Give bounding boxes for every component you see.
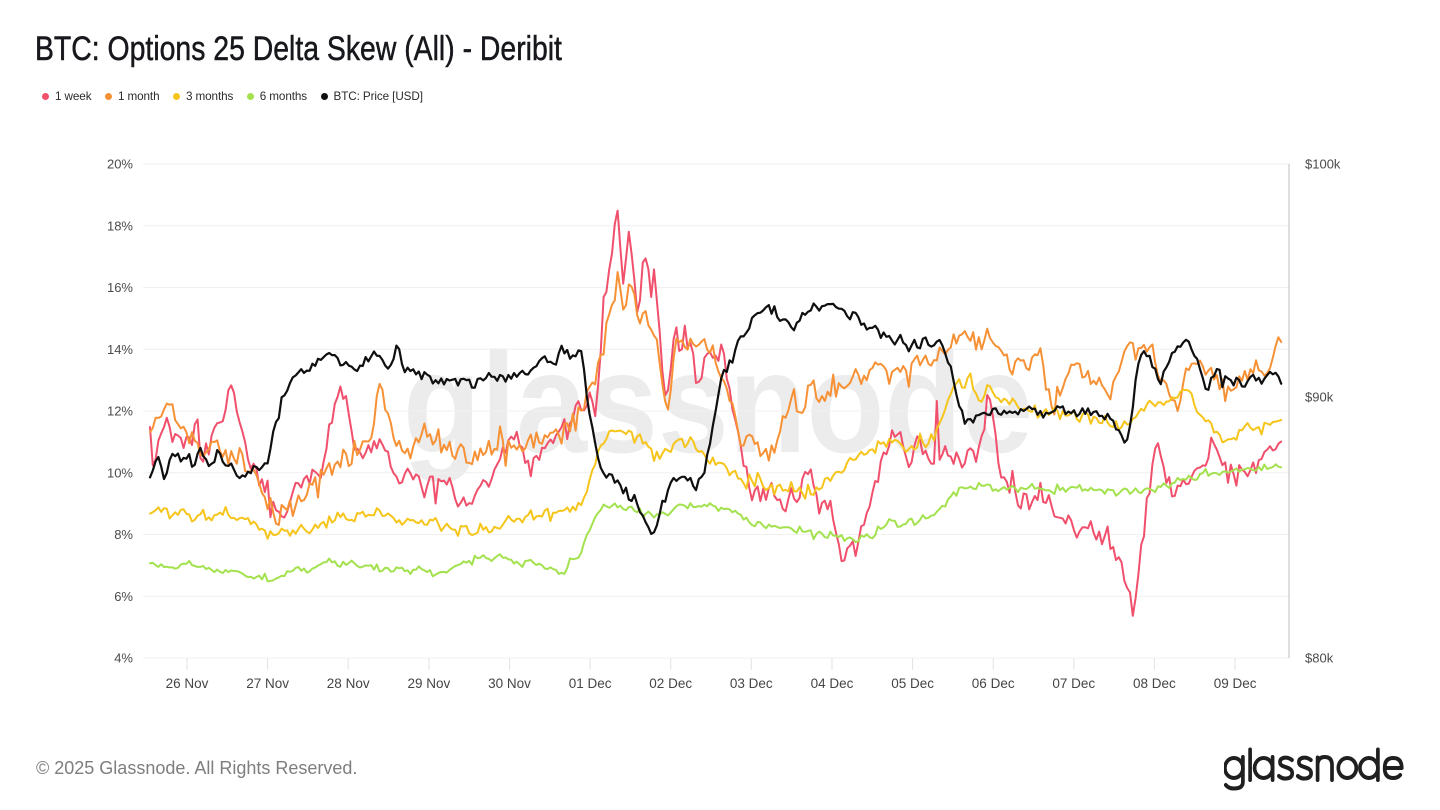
svg-text:07 Dec: 07 Dec <box>1052 676 1095 691</box>
svg-text:8%: 8% <box>114 527 133 542</box>
svg-text:09 Dec: 09 Dec <box>1214 676 1257 691</box>
svg-text:$100k: $100k <box>1305 157 1341 172</box>
svg-text:27 Nov: 27 Nov <box>246 676 289 691</box>
svg-text:20%: 20% <box>107 157 133 172</box>
svg-text:30 Nov: 30 Nov <box>488 676 531 691</box>
svg-text:$80k: $80k <box>1305 651 1334 666</box>
svg-text:08 Dec: 08 Dec <box>1133 676 1176 691</box>
svg-text:16%: 16% <box>107 280 133 295</box>
svg-text:14%: 14% <box>107 342 133 357</box>
svg-text:02 Dec: 02 Dec <box>649 676 692 691</box>
svg-text:03 Dec: 03 Dec <box>730 676 773 691</box>
svg-text:10%: 10% <box>107 465 133 480</box>
svg-text:$90k: $90k <box>1305 390 1334 405</box>
svg-text:12%: 12% <box>107 404 133 419</box>
svg-text:06 Dec: 06 Dec <box>972 676 1015 691</box>
svg-text:6%: 6% <box>114 589 133 604</box>
svg-text:05 Dec: 05 Dec <box>891 676 934 691</box>
svg-text:01 Dec: 01 Dec <box>569 676 612 691</box>
svg-text:18%: 18% <box>107 218 133 233</box>
svg-text:04 Dec: 04 Dec <box>811 676 854 691</box>
svg-text:28 Nov: 28 Nov <box>327 676 370 691</box>
svg-text:4%: 4% <box>114 651 133 666</box>
svg-text:29 Nov: 29 Nov <box>408 676 451 691</box>
svg-text:26 Nov: 26 Nov <box>166 676 209 691</box>
